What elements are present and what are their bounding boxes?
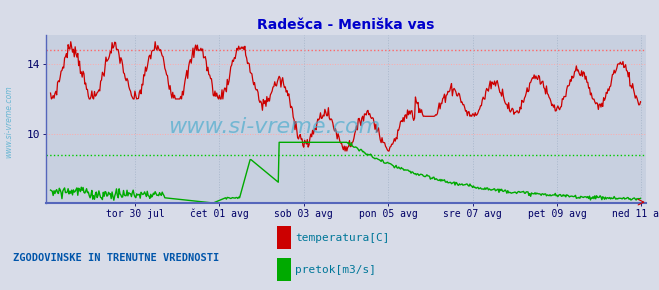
Text: temperatura[C]: temperatura[C] — [295, 233, 389, 243]
Text: www.si-vreme.com: www.si-vreme.com — [4, 86, 13, 158]
Text: pretok[m3/s]: pretok[m3/s] — [295, 265, 376, 275]
Text: www.si-vreme.com: www.si-vreme.com — [168, 117, 380, 137]
Text: ZGODOVINSKE IN TRENUTNE VREDNOSTI: ZGODOVINSKE IN TRENUTNE VREDNOSTI — [13, 253, 219, 263]
Title: Radešca - Meniška vas: Radešca - Meniška vas — [257, 18, 435, 32]
